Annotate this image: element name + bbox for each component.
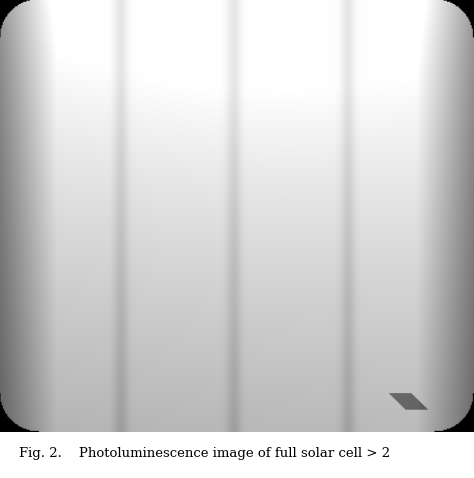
Text: Fig. 2.    Photoluminescence image of full solar cell > 2: Fig. 2. Photoluminescence image of full … — [19, 446, 390, 459]
